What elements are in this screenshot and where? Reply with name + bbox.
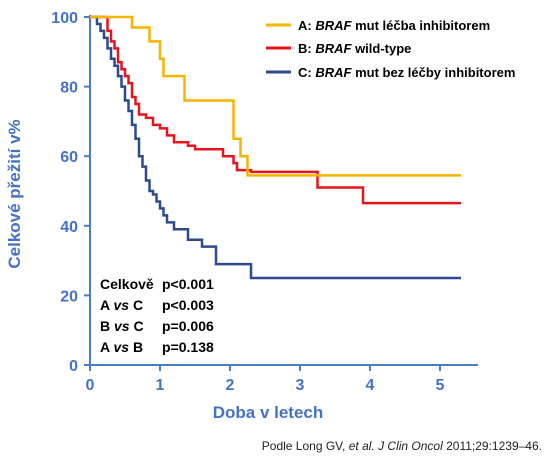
legend-label-a: A: BRAF mut léčba inhibitorem: [298, 18, 490, 33]
citation: Podle Long GV, et al. J Clin Oncol 2011;…: [261, 439, 542, 453]
y-tick-label: 40: [60, 219, 78, 236]
x-axis-label: Doba v letech: [213, 403, 324, 422]
x-tick-label: 1: [156, 377, 165, 394]
chart-axes: 0 20 40 60 80 100 0 1 2 3 4 5: [51, 10, 478, 394]
stat-value: p=0.138: [162, 339, 214, 355]
x-tick-label: 5: [436, 377, 445, 394]
stat-row-b-vs-c: B vs C p=0.006: [100, 318, 214, 339]
series-line-c: [90, 15, 461, 280]
stat-value: p<0.001: [162, 276, 214, 292]
legend-label-c: C: BRAF mut bez léčby inhibitorem: [298, 65, 515, 80]
series-line-a: [90, 15, 461, 177]
y-axis-label: Celkové přežití v%: [5, 119, 24, 268]
y-tick-label: 0: [69, 358, 78, 375]
stat-value: p<0.003: [162, 297, 214, 313]
x-tick-label: 2: [226, 377, 235, 394]
x-tick-label: 3: [296, 377, 305, 394]
y-tick-label: 60: [60, 149, 78, 166]
y-tick-label: 100: [51, 10, 78, 27]
stat-value: p=0.006: [162, 318, 214, 334]
x-tick-label: 4: [366, 377, 375, 394]
x-tick-label: 0: [86, 377, 95, 394]
y-tick-label: 20: [60, 288, 78, 305]
stat-row-a-vs-b: A vs B p=0.138: [100, 339, 214, 360]
chart-series: [90, 15, 461, 280]
y-tick-label: 80: [60, 80, 78, 97]
legend-label-b: B: BRAF wild-type: [298, 41, 411, 56]
stat-row-overall: Celkově p<0.001: [100, 276, 214, 297]
stat-label: A vs B: [100, 339, 144, 355]
statistics-block: Celkově p<0.001 A vs C p<0.003 B vs C p=0.0…: [100, 276, 214, 360]
stat-row-a-vs-c: A vs C p<0.003: [100, 297, 214, 318]
stat-label: A vs C: [100, 297, 144, 313]
chart-legend: A: BRAF mut léčba inhibitorem B: BRAF wi…: [266, 18, 515, 80]
stat-label: B vs C: [100, 318, 144, 334]
stat-label: Celkově: [100, 276, 154, 292]
